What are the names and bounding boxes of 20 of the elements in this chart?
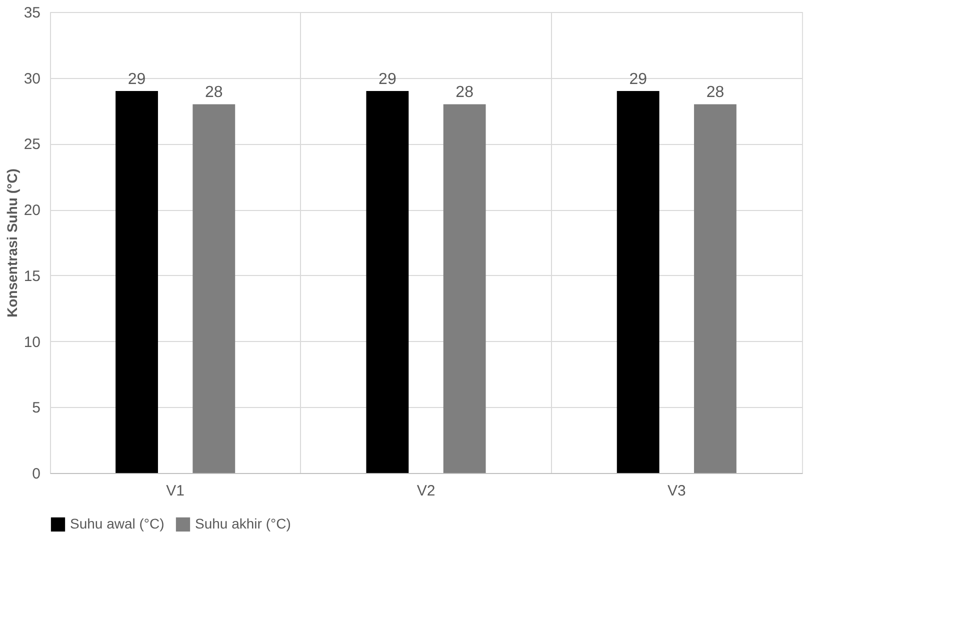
y-tick-label: 15 [24, 268, 40, 285]
y-tick-label: 35 [24, 4, 40, 22]
y-tick-label: 25 [24, 136, 40, 154]
y-tick-label: 0 [32, 466, 40, 482]
y-tick-label: 5 [32, 400, 40, 417]
legend-label: Suhu akhir (°C) [195, 515, 291, 532]
y-tick-label: 10 [24, 334, 40, 351]
y-axis-title: Konsentrasi Suhu (°C) [4, 168, 20, 318]
data-label: 29 [378, 71, 396, 88]
x-tick-label: V1 [166, 482, 185, 500]
data-label: 29 [128, 71, 146, 88]
data-label: 28 [456, 84, 474, 102]
legend-label: Suhu awal (°C) [70, 515, 164, 532]
y-tick-label: 20 [24, 202, 40, 220]
x-tick-label: V2 [416, 482, 436, 500]
x-tick-label: V3 [667, 482, 686, 500]
y-tick-label: 30 [24, 70, 40, 88]
data-label: 28 [205, 84, 223, 102]
data-label: 29 [629, 71, 648, 88]
data-label: 28 [706, 84, 724, 102]
